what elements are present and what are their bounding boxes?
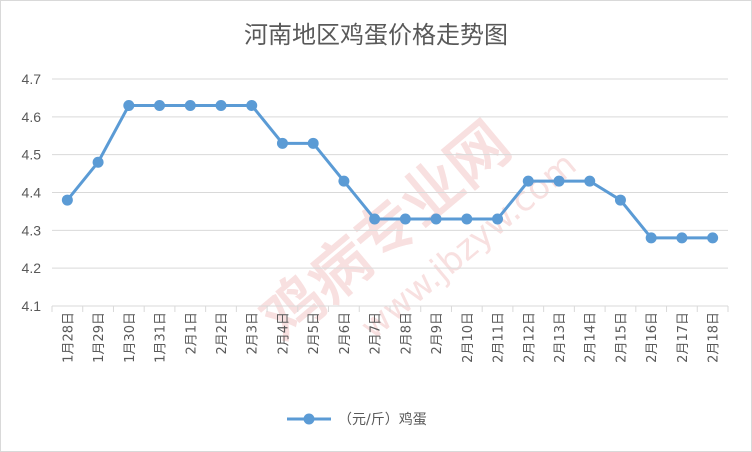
data-point [92,156,104,168]
data-point [154,99,166,111]
x-tick-label: 1月30日 [123,312,138,363]
y-tick-label: 4.4 [22,185,42,201]
data-point [584,175,596,187]
x-tick-label: 2月9日 [430,312,445,355]
data-point [369,213,381,225]
x-tick-label: 2月8日 [399,312,414,355]
x-tick-label: 2月5日 [307,312,322,355]
legend-marker [303,413,315,425]
y-tick-label: 4.5 [22,147,42,163]
x-tick-label: 2月11日 [492,312,507,363]
x-tick-label: 2月6日 [338,312,353,355]
data-point [184,99,196,111]
x-tick-label: 2月1日 [184,312,199,355]
y-tick-label: 4.7 [22,71,42,87]
x-tick-label: 2月16日 [645,312,660,363]
series-line-group [61,99,719,244]
data-point [461,213,473,225]
x-tick-label: 1月28日 [61,312,76,363]
x-axis-labels: 1月28日 1月29日 1月30日 1月31日 2月1日 2月2日 2月3日 2月4日 2月5日… [61,312,721,363]
x-tick-label: 2月3日 [246,312,261,355]
series-line [66,103,713,240]
data-point [338,175,350,187]
data-point [522,175,534,187]
data-point [246,99,258,111]
y-tick-label: 4.6 [22,109,42,125]
data-point [430,213,442,225]
data-point [399,213,411,225]
x-tick-label: 2月15日 [614,312,629,363]
y-tick-label: 4.3 [22,222,42,238]
x-tick-label: 1月31日 [154,312,169,363]
data-point [61,194,73,206]
x-tick-label: 2月2日 [215,312,230,355]
x-tick-label: 2月10日 [461,312,476,363]
data-point [553,175,565,187]
legend: （元/斤）鸡蛋 [287,411,427,428]
x-tick-label: 1月29日 [92,312,107,363]
y-tick-label: 4.2 [22,260,42,276]
chart-title: 河南地区鸡蛋价格走势图 [244,21,508,49]
x-tick-label: 2月7日 [369,312,384,355]
data-point [276,137,288,149]
data-point [645,232,657,244]
data-point [492,213,504,225]
x-tick-label: 2月13日 [553,312,568,363]
data-point [123,99,135,111]
x-tick-label: 2月17日 [676,312,691,363]
grid-lines [52,78,728,307]
data-point [676,232,688,244]
y-axis-ticks: 4.1 4.2 4.3 4.4 4.5 4.6 4.7 [22,71,42,314]
data-point [307,137,319,149]
x-tick-label: 2月14日 [584,312,599,363]
data-point [614,194,626,206]
x-axis-ticks [51,306,729,312]
y-tick-label: 4.1 [22,298,42,314]
data-point [707,232,719,244]
x-tick-label: 2月12日 [522,312,537,363]
x-tick-label: 2月4日 [276,312,291,355]
data-point [215,99,227,111]
x-tick-label: 2月18日 [707,312,722,363]
legend-label: （元/斤）鸡蛋 [338,411,427,428]
